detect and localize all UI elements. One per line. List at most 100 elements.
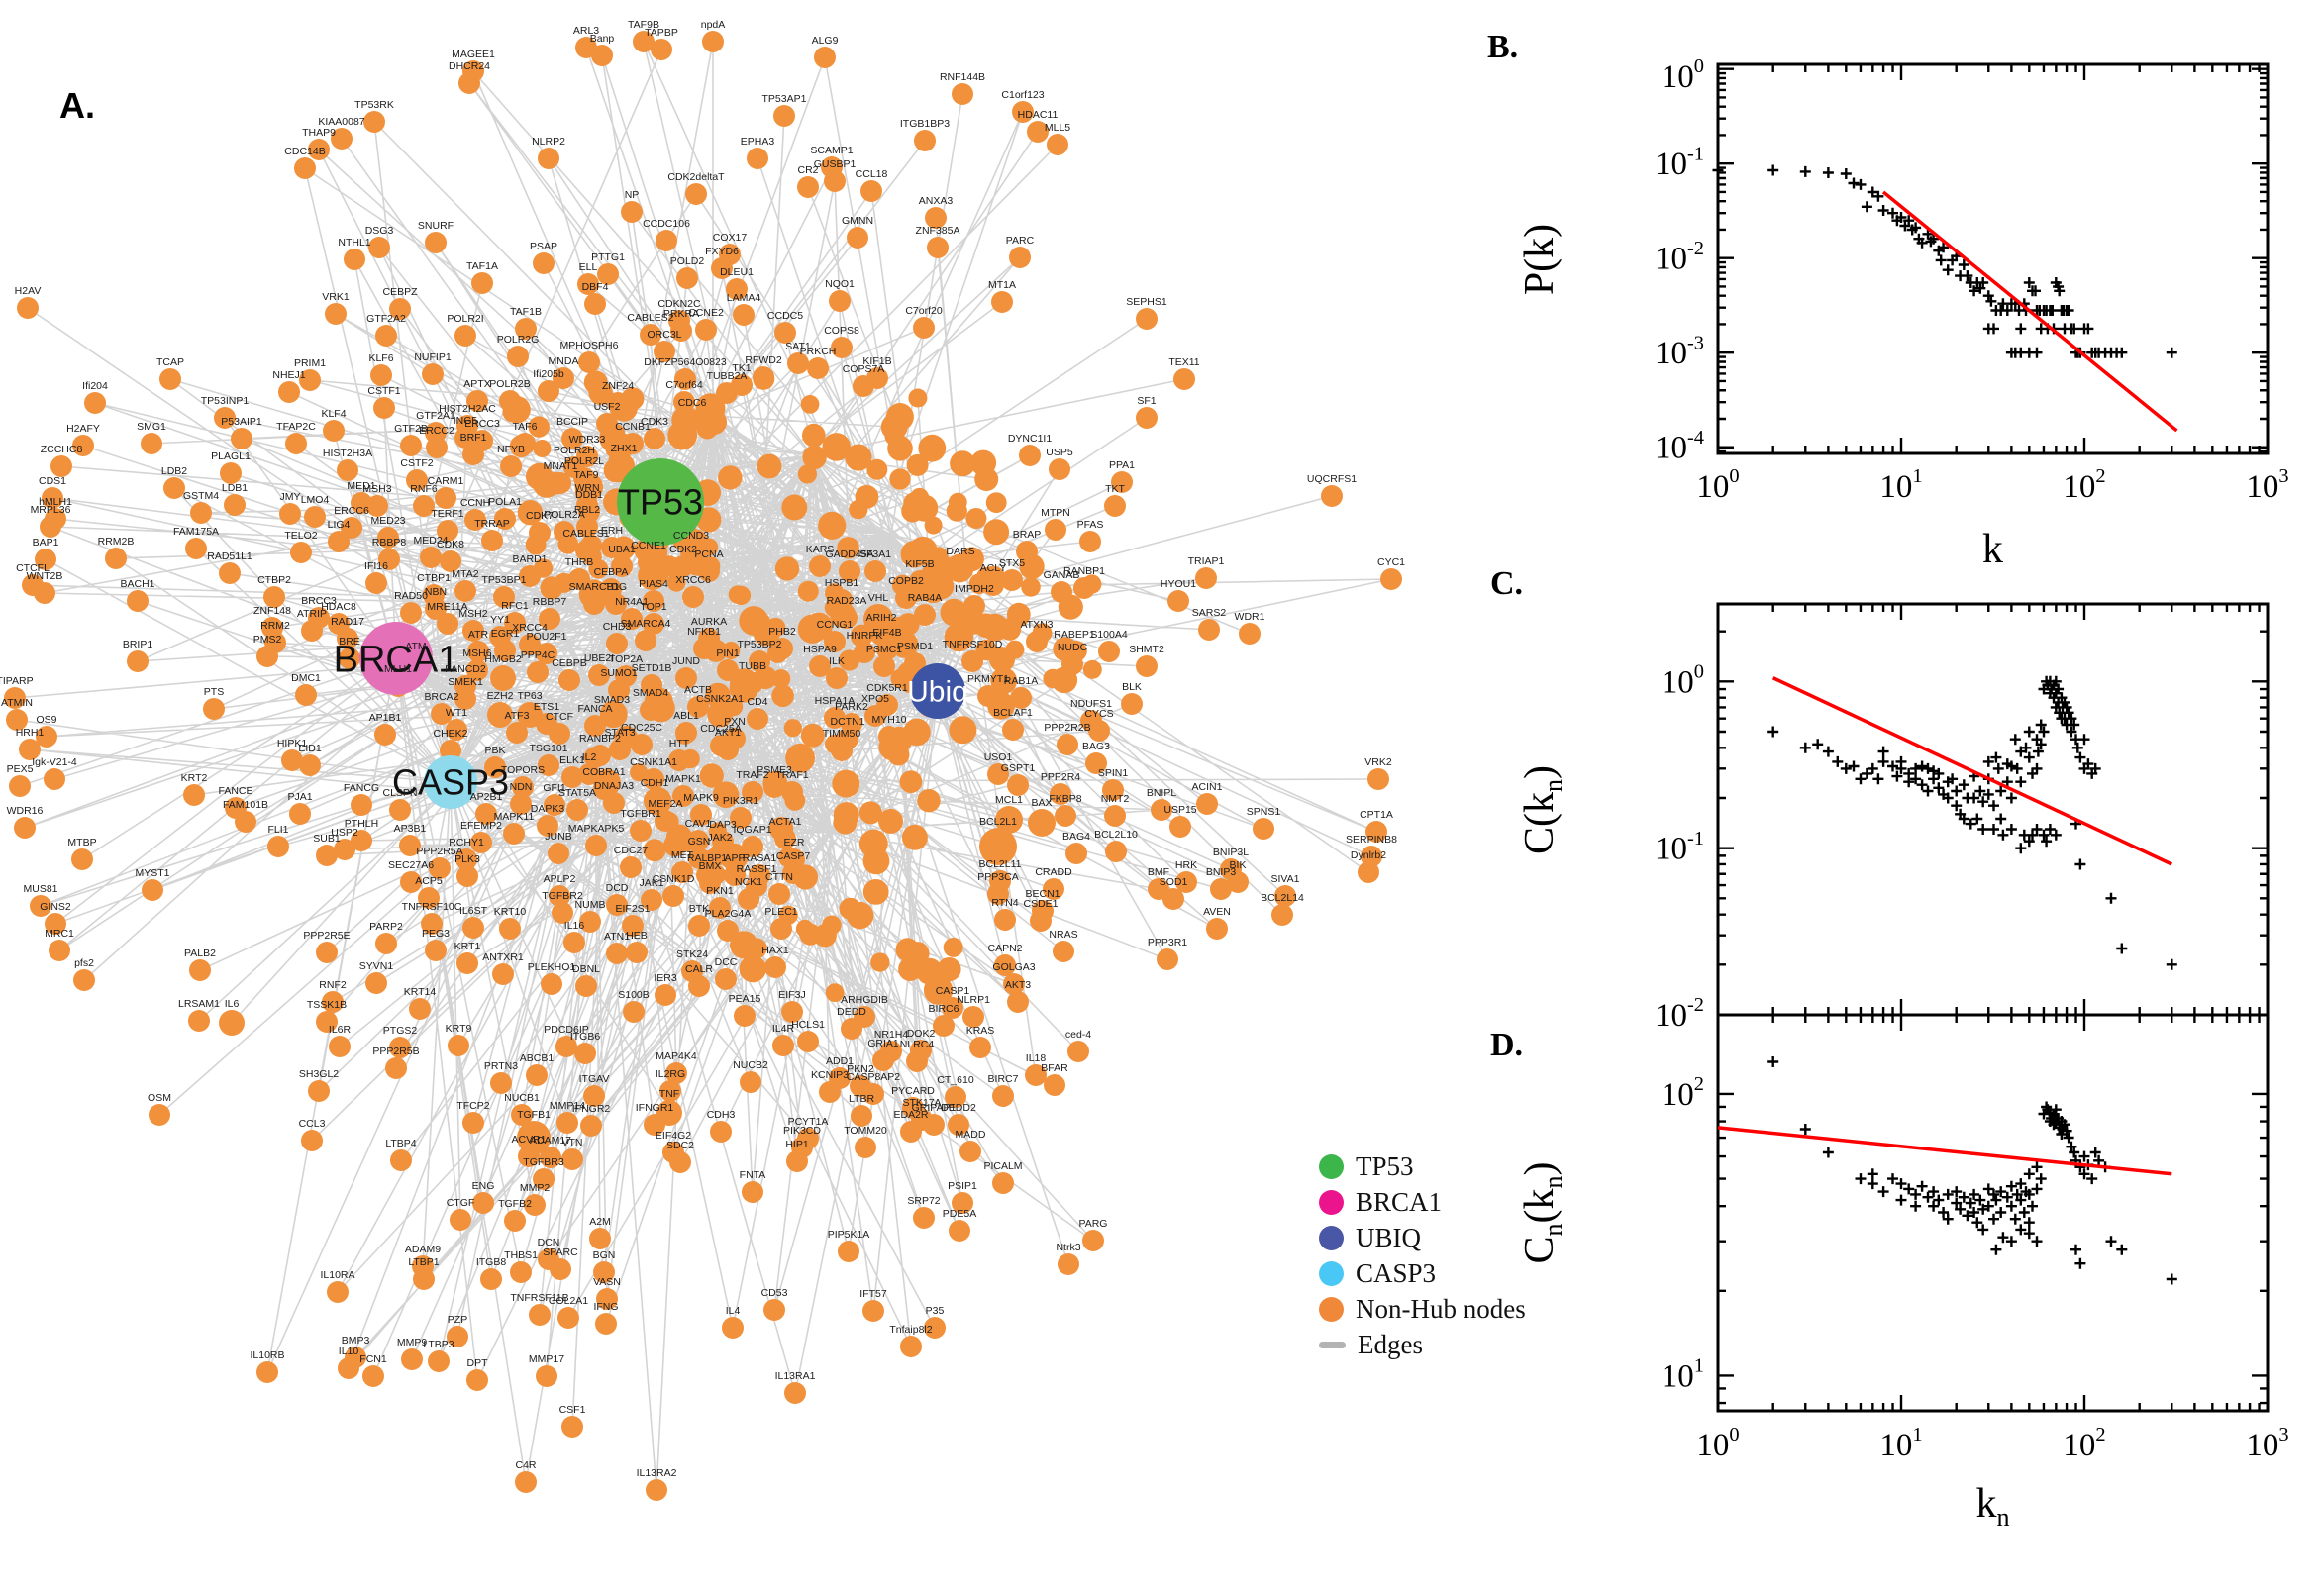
network-node xyxy=(832,769,860,798)
network-node xyxy=(722,1317,744,1339)
network-node-label: CDK8 xyxy=(437,539,464,550)
node-circle-icon xyxy=(1319,1189,1344,1215)
network-node-label: KRAS xyxy=(966,1025,995,1037)
network-node-label: GINS2 xyxy=(40,901,71,913)
network-node-label: EZH2 xyxy=(487,690,514,702)
network-node xyxy=(853,375,874,397)
network-node-label: RNF6 xyxy=(410,483,438,495)
network-node xyxy=(826,667,848,689)
network-node xyxy=(797,464,818,484)
network-node-label: PCNA xyxy=(694,549,723,560)
x-tick-label: 103 xyxy=(2246,1424,2288,1463)
network-node xyxy=(561,428,583,449)
network-node-label: PPP2R5B xyxy=(372,1046,419,1057)
network-node-label: NFKB1 xyxy=(687,626,721,638)
network-node xyxy=(641,889,662,911)
network-node-label: TAF9 xyxy=(574,469,599,481)
network-node xyxy=(279,503,301,525)
network-node xyxy=(644,428,665,449)
network-node-label: APTX xyxy=(463,378,490,390)
network-node-label: MTA2 xyxy=(452,568,478,580)
network-node-label: LTBP3 xyxy=(423,1339,454,1350)
network-node xyxy=(668,749,690,771)
network-node-label: H2AV xyxy=(15,285,42,297)
network-node-label: NBN xyxy=(425,586,447,598)
network-node xyxy=(549,885,570,907)
network-node-label: CDC25A xyxy=(700,723,741,735)
network-node xyxy=(450,1209,471,1231)
network-node xyxy=(30,895,51,917)
x-tick-label: 103 xyxy=(2246,465,2288,505)
network-node-label: IFNG xyxy=(593,1301,618,1313)
network-node xyxy=(899,770,923,794)
network-node-label: GUSBP1 xyxy=(814,158,857,170)
network-node-label: TCAP xyxy=(156,356,184,368)
network-node xyxy=(316,942,338,963)
network-node xyxy=(716,382,738,404)
network-node xyxy=(1057,734,1078,755)
network-node xyxy=(256,1361,278,1383)
network-node xyxy=(188,1010,210,1032)
network-node xyxy=(887,744,910,766)
network-node xyxy=(1051,581,1072,603)
network-node xyxy=(631,734,653,755)
network-node xyxy=(1367,768,1389,790)
network-node-label: SARS2 xyxy=(1192,607,1227,619)
network-node-label: PPP2R5A xyxy=(416,846,462,857)
data-points xyxy=(1768,1056,2177,1285)
network-node-label: CASP8AP2 xyxy=(847,1071,900,1083)
network-node-label: TOPORS xyxy=(501,764,545,776)
tspan: n xyxy=(1539,1223,1567,1236)
network-node xyxy=(623,1001,645,1023)
y-tick-label: 10-2 xyxy=(1655,238,1704,277)
network-node-label: EID1 xyxy=(298,743,322,754)
network-node-label: HEB xyxy=(626,930,648,942)
network-node-label: BARD1 xyxy=(512,553,547,565)
network-node xyxy=(847,227,868,249)
network-node xyxy=(1253,818,1274,840)
network-node xyxy=(854,642,875,663)
network-node xyxy=(413,1268,435,1290)
network-node-label: TIMM50 xyxy=(823,728,861,740)
network-node xyxy=(724,864,746,886)
network-node-label: ATMIN xyxy=(1,697,33,709)
network-node-label: CDH3 xyxy=(707,1109,736,1121)
network-node xyxy=(538,380,559,402)
network-node-label: C4R xyxy=(515,1459,536,1471)
network-node xyxy=(675,667,697,689)
network-node-label: BFAR xyxy=(1041,1062,1068,1074)
network-node xyxy=(994,954,1016,976)
network-node-label: SERPINB8 xyxy=(1346,834,1397,846)
network-node-label: YY1 xyxy=(490,614,510,626)
network-node xyxy=(437,613,458,635)
network-node xyxy=(510,1261,532,1283)
network-node-label: HSPA1A xyxy=(815,695,856,707)
network-node xyxy=(748,611,771,635)
network-node-label: MMP14 xyxy=(550,1100,585,1112)
network-node xyxy=(850,624,873,648)
network-node xyxy=(855,1137,876,1158)
network-node xyxy=(36,726,57,748)
network-node-label: BRAP xyxy=(1013,529,1042,541)
network-node xyxy=(506,722,528,744)
tspan: 10 xyxy=(1662,1077,1694,1113)
network-node xyxy=(601,537,623,558)
network-node xyxy=(607,392,629,414)
network-node xyxy=(524,1194,546,1216)
network-node xyxy=(1380,568,1402,590)
network-node xyxy=(740,1071,761,1093)
network-node-label: ITGB8 xyxy=(476,1256,507,1268)
network-node xyxy=(635,630,656,651)
network-node xyxy=(908,388,928,408)
tspan: 0 xyxy=(1694,55,1704,77)
network-node-label: PCYT1A xyxy=(788,1116,829,1128)
network-node xyxy=(351,830,372,851)
network-node xyxy=(487,702,513,728)
network-node-label: WNT2B xyxy=(27,570,63,582)
network-node xyxy=(373,397,395,419)
network-node-label: GANAB xyxy=(1044,569,1080,581)
network-node-label: ABCB1 xyxy=(520,1052,555,1064)
network-node xyxy=(1082,1230,1104,1251)
network-node xyxy=(862,879,889,905)
